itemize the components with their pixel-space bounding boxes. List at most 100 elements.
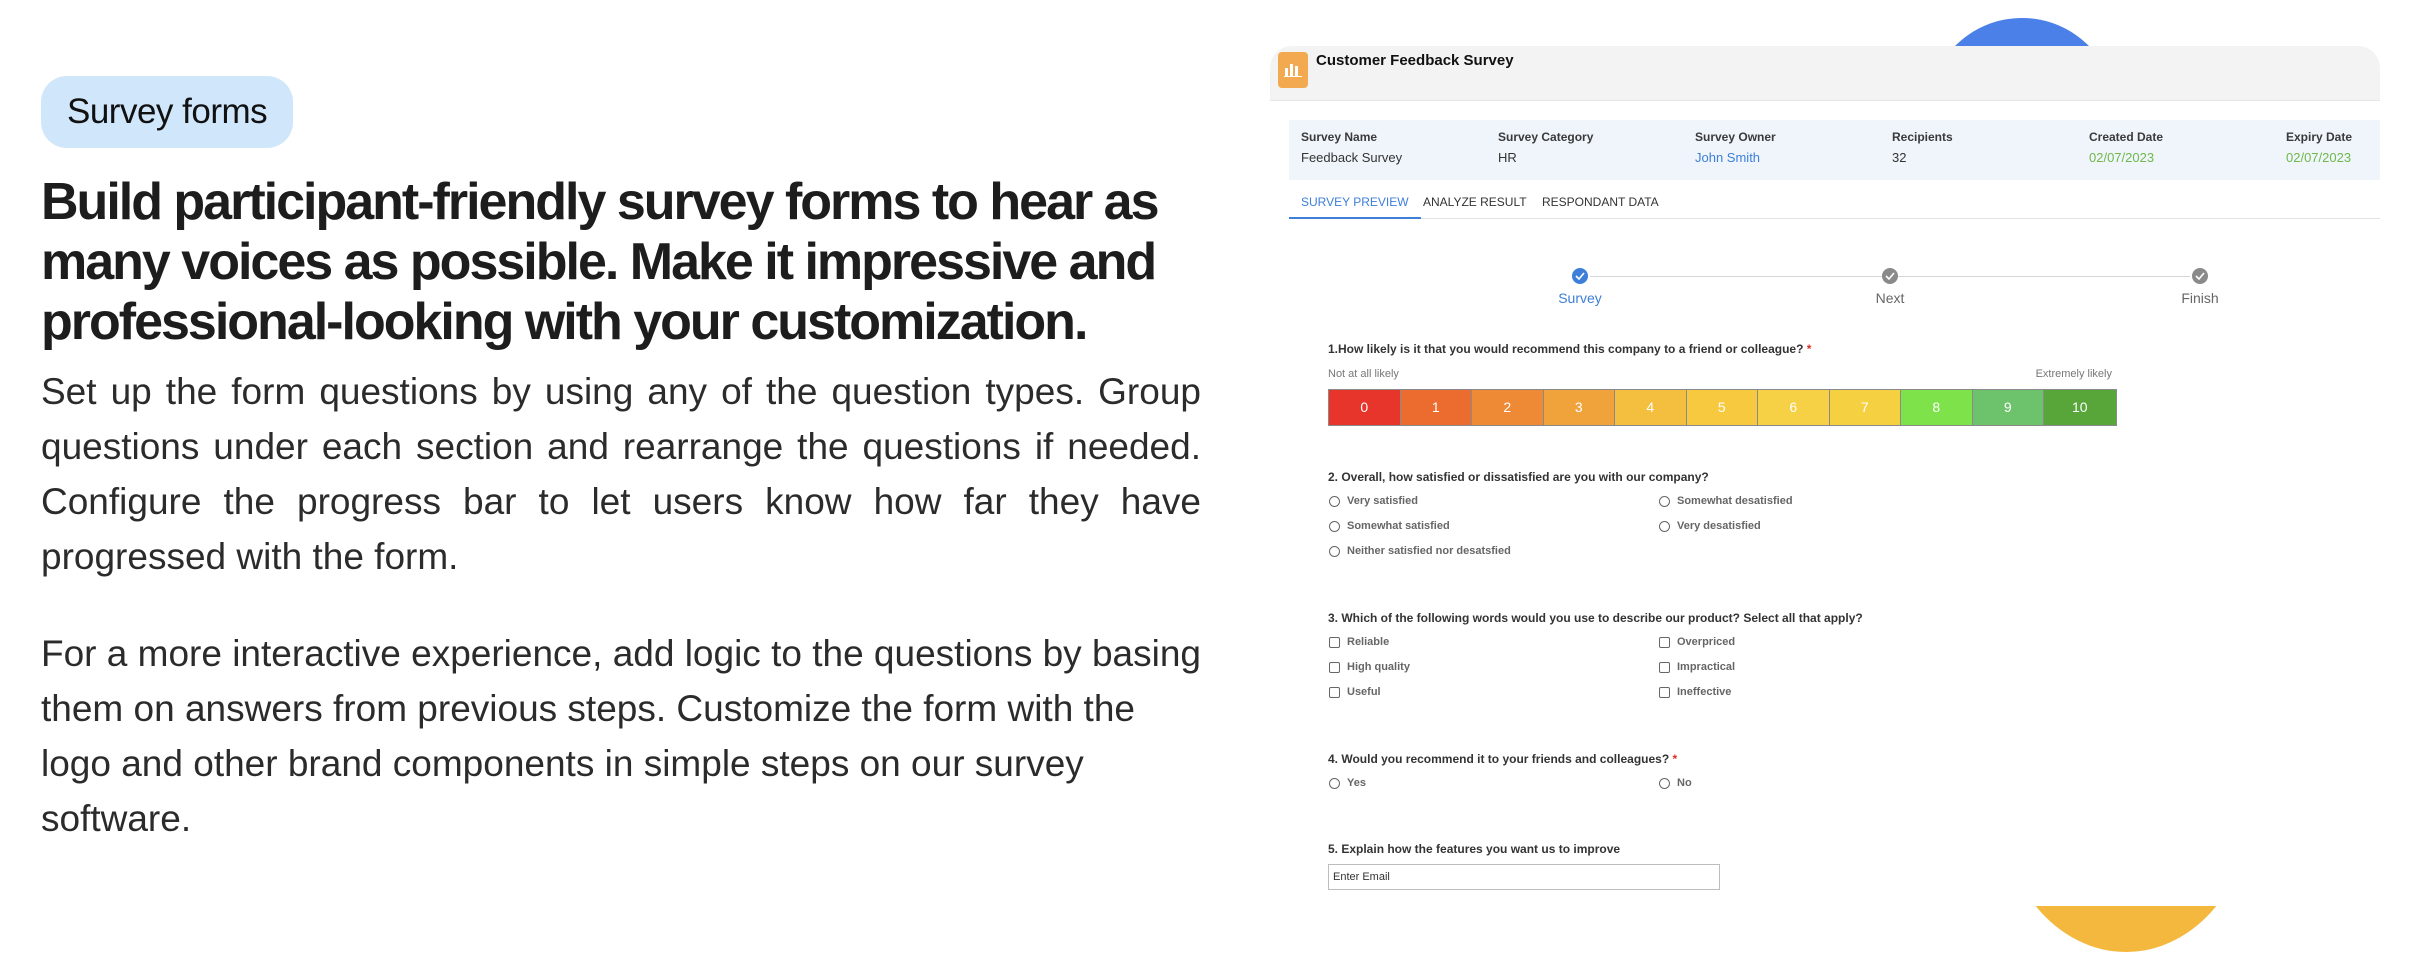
checkbox-overpriced[interactable]: Overpriced	[1659, 636, 1735, 648]
meta-expiry-date: Expiry Date 02/07/2023	[2286, 130, 2352, 165]
meta-label: Survey Owner	[1695, 130, 1776, 144]
step-label: Finish	[2181, 290, 2219, 306]
radio-somewhat-desatisfied[interactable]: Somewhat desatisfied	[1659, 495, 1793, 507]
tab-survey-preview[interactable]: SURVEY PREVIEW	[1289, 194, 1421, 219]
checkbox-high-quality[interactable]: High quality	[1329, 661, 1410, 673]
tab-respondant-data[interactable]: RESPONDANT DATA	[1542, 195, 1659, 209]
meta-survey-category: Survey Category HR	[1498, 130, 1593, 165]
required-marker: *	[1806, 342, 1812, 356]
scale-option-4[interactable]: 4	[1615, 390, 1687, 425]
meta-value: Feedback Survey	[1301, 150, 1403, 165]
checkbox-useful[interactable]: Useful	[1329, 686, 1381, 698]
scale-endpoints: Not at all likely Extremely likely	[1328, 368, 2112, 380]
meta-survey-owner: Survey Owner John Smith	[1695, 130, 1776, 165]
scale-option-0[interactable]: 0	[1329, 390, 1401, 425]
radio-neither[interactable]: Neither satisfied nor desatsfied	[1329, 545, 1511, 557]
scale-option-8[interactable]: 8	[1901, 390, 1973, 425]
checkbox[interactable]	[1329, 686, 1340, 698]
check-icon	[2192, 268, 2208, 284]
meta-value: 02/07/2023	[2286, 150, 2352, 165]
option-label: Neither satisfied nor desatsfied	[1347, 545, 1511, 557]
option-label: Yes	[1347, 777, 1366, 789]
meta-label: Survey Name	[1301, 130, 1378, 144]
question-5: 5. Explain how the features you want us …	[1328, 842, 1621, 856]
checkbox-ineffective[interactable]: Ineffective	[1659, 686, 1731, 698]
radio-somewhat-satisfied[interactable]: Somewhat satisfied	[1329, 520, 1450, 532]
option-label: Useful	[1347, 686, 1381, 698]
meta-value: 32	[1892, 150, 1907, 165]
option-label: Very satisfied	[1347, 495, 1418, 507]
meta-recipients: Recipients 32	[1892, 130, 1953, 165]
feature-tag: Survey forms	[41, 76, 294, 148]
question-2: 2. Overall, how satisfied or dissatisfie…	[1328, 470, 1709, 484]
meta-label: Survey Category	[1498, 130, 1594, 144]
radio-button[interactable]	[1659, 777, 1670, 789]
scale-option-5[interactable]: 5	[1686, 390, 1758, 425]
radio-button[interactable]	[1659, 520, 1670, 532]
meta-created-date: Created Date 02/07/2023	[2089, 130, 2163, 165]
meta-survey-name: Survey Name Feedback Survey	[1301, 130, 1402, 165]
radio-button[interactable]	[1329, 495, 1340, 507]
option-label: High quality	[1347, 661, 1410, 673]
checkbox-impractical[interactable]: Impractical	[1659, 661, 1735, 673]
chart-app-icon	[1278, 52, 1308, 88]
radio-yes[interactable]: Yes	[1329, 777, 1366, 789]
checkbox[interactable]	[1329, 636, 1340, 648]
feature-copy: Survey forms Build participant-friendly …	[41, 76, 1201, 846]
feature-headline: Build participant-friendly survey forms …	[41, 173, 1160, 351]
scale-option-1[interactable]: 1	[1400, 390, 1472, 425]
survey-card: Customer Feedback Survey Survey Name Fee…	[1270, 46, 2380, 906]
option-label: Somewhat desatisfied	[1677, 495, 1793, 507]
option-label: Ineffective	[1677, 686, 1732, 698]
scale-option-9[interactable]: 9	[1972, 390, 2044, 425]
feature-paragraph-1: Set up the form questions by using any o…	[41, 371, 1201, 577]
scale-option-6[interactable]: 6	[1758, 390, 1830, 425]
checkbox[interactable]	[1329, 661, 1340, 673]
nps-scale: 0 1 2 3 4 5 6 7 8 9 10	[1328, 389, 2117, 426]
radio-button[interactable]	[1659, 495, 1670, 507]
radio-no[interactable]: No	[1659, 777, 1692, 789]
scale-low-label: Not at all likely	[1328, 368, 1399, 380]
survey-owner-link[interactable]: John Smith	[1695, 150, 1761, 165]
option-label: Reliable	[1347, 636, 1390, 648]
survey-tabs: SURVEY PREVIEW ANALYZE RESULT RESPONDANT…	[1289, 194, 2380, 219]
progress-steps: Survey Next Finish	[1558, 268, 2219, 308]
scale-option-7[interactable]: 7	[1829, 390, 1901, 425]
step-finish[interactable]: Finish	[2140, 268, 2260, 306]
question-3: 3. Which of the following words would yo…	[1328, 611, 1863, 625]
meta-label: Recipients	[1892, 130, 1953, 144]
check-icon	[1882, 268, 1898, 284]
scale-option-2[interactable]: 2	[1472, 390, 1544, 425]
option-label: Very desatisfied	[1677, 520, 1761, 532]
step-label: Survey	[1558, 290, 1602, 306]
survey-header: Customer Feedback Survey	[1270, 46, 2380, 101]
checkbox[interactable]	[1659, 636, 1670, 648]
checkbox[interactable]	[1659, 686, 1670, 698]
option-label: Somewhat satisfied	[1347, 520, 1450, 532]
step-survey[interactable]: Survey	[1520, 268, 1640, 306]
scale-high-label: Extremely likely	[2035, 368, 2112, 380]
check-icon	[1572, 268, 1588, 284]
step-next[interactable]: Next	[1830, 268, 1950, 306]
feature-paragraph-2: For a more interactive experience, add l…	[41, 633, 1201, 839]
checkbox[interactable]	[1659, 661, 1670, 673]
radio-button[interactable]	[1329, 777, 1340, 789]
option-label: Impractical	[1677, 661, 1736, 673]
survey-title: Customer Feedback Survey	[1316, 52, 1514, 69]
step-label: Next	[1875, 290, 1905, 306]
question-text: 4. Would you recommend it to your friend…	[1328, 752, 1670, 766]
meta-value: HR	[1498, 150, 1517, 165]
question-text: 1.How likely is it that you would recomm…	[1328, 342, 1804, 356]
scale-option-3[interactable]: 3	[1543, 390, 1615, 425]
radio-button[interactable]	[1329, 520, 1340, 532]
scale-option-10[interactable]: 10	[2044, 390, 2116, 425]
option-label: Overpriced	[1677, 636, 1736, 648]
checkbox-reliable[interactable]: Reliable	[1329, 636, 1389, 648]
meta-label: Expiry Date	[2286, 130, 2353, 144]
radio-very-desatisfied[interactable]: Very desatisfied	[1659, 520, 1761, 532]
radio-button[interactable]	[1329, 545, 1340, 557]
meta-label: Created Date	[2089, 130, 2164, 144]
radio-very-satisfied[interactable]: Very satisfied	[1329, 495, 1418, 507]
tab-analyze-result[interactable]: ANALYZE RESULT	[1423, 195, 1527, 209]
improvement-input[interactable]	[1328, 864, 1720, 890]
